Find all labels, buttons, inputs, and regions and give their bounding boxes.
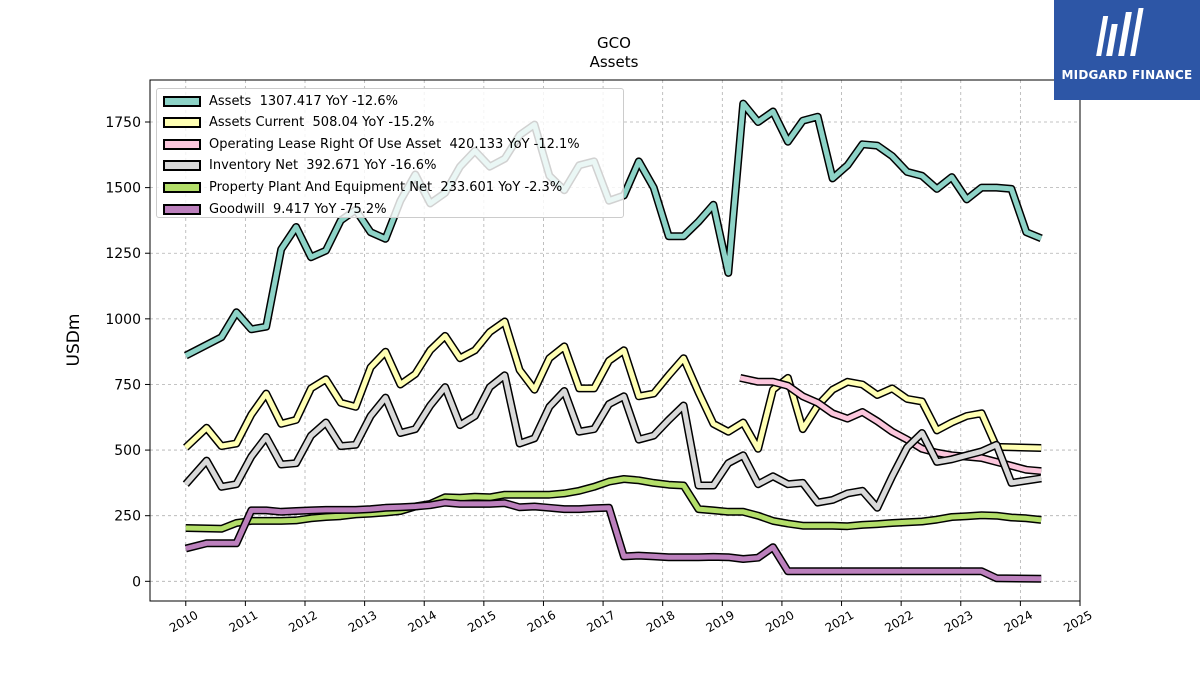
legend-label: Property Plant And Equipment Net 233.601… <box>209 179 563 195</box>
y-tick-label: 1500 <box>105 181 141 197</box>
legend-label: Inventory Net 392.671 YoY -16.6% <box>209 158 437 174</box>
x-tick-label: 2011 <box>227 608 260 635</box>
legend-swatch <box>163 181 201 193</box>
x-tick-label: 2025 <box>1061 608 1094 635</box>
chart-subtitle: Assets <box>590 53 639 71</box>
x-tick-label: 2019 <box>704 608 737 635</box>
series-line-1 <box>184 319 1042 452</box>
series-line-5 <box>185 500 1042 582</box>
chart-title: GCO <box>597 34 631 52</box>
series-line-3 <box>183 372 1042 511</box>
legend-swatch <box>163 95 201 107</box>
x-tick-label: 2015 <box>465 608 498 635</box>
y-tick-label: 1750 <box>105 115 141 131</box>
legend-swatch <box>163 203 201 215</box>
logo-mark-icon <box>1096 8 1144 56</box>
legend-label: Operating Lease Right Of Use Asset 420.1… <box>209 136 580 152</box>
y-tick-label: 1250 <box>105 246 141 262</box>
x-tick-label: 2020 <box>763 608 796 635</box>
series-line-4 <box>185 476 1042 532</box>
x-tick-label: 2022 <box>882 608 915 635</box>
brand-logo: MIDGARD FINANCE <box>1054 0 1200 100</box>
plot-frame <box>149 79 1081 602</box>
x-tick-label: 2014 <box>406 608 439 635</box>
x-tick-label: 2023 <box>942 608 975 635</box>
legend: Assets 1307.417 YoY -12.6% Assets Current… <box>156 88 624 218</box>
legend-swatch <box>163 138 201 150</box>
legend-label: Assets Current 508.04 YoY -15.2% <box>209 115 435 131</box>
legend-item: Inventory Net 392.671 YoY -16.6% <box>163 157 436 175</box>
y-tick-label: 250 <box>114 509 141 525</box>
legend-label: Assets 1307.417 YoY -12.6% <box>209 93 398 109</box>
legend-swatch <box>163 160 201 172</box>
y-tick-label: 0 <box>132 574 141 590</box>
legend-item: Goodwill 9.417 YoY -75.2% <box>163 200 387 218</box>
x-tick-label: 2010 <box>167 608 200 635</box>
x-tick-label: 2013 <box>346 608 379 635</box>
legend-item: Operating Lease Right Of Use Asset 420.1… <box>163 135 580 153</box>
x-tick-label: 2024 <box>1002 608 1035 635</box>
legend-item: Assets 1307.417 YoY -12.6% <box>163 92 398 110</box>
legend-swatch <box>163 117 201 129</box>
legend-label: Goodwill 9.417 YoY -75.2% <box>209 201 387 217</box>
x-tick-label: 2016 <box>525 608 558 635</box>
y-tick-label: 750 <box>114 377 141 393</box>
legend-item: Assets Current 508.04 YoY -15.2% <box>163 114 434 132</box>
series-line-2 <box>739 375 1042 474</box>
y-tick-label: 500 <box>114 443 141 459</box>
x-tick-label: 2012 <box>286 608 319 635</box>
x-tick-label: 2018 <box>644 608 677 635</box>
x-tick-label: 2021 <box>823 608 856 635</box>
y-axis-label: USDm <box>64 314 84 367</box>
x-tick-label: 2017 <box>584 608 617 635</box>
legend-item: Property Plant And Equipment Net 233.601… <box>163 178 562 196</box>
logo-text: MIDGARD FINANCE <box>1061 68 1193 82</box>
y-tick-label: 1000 <box>105 312 141 328</box>
